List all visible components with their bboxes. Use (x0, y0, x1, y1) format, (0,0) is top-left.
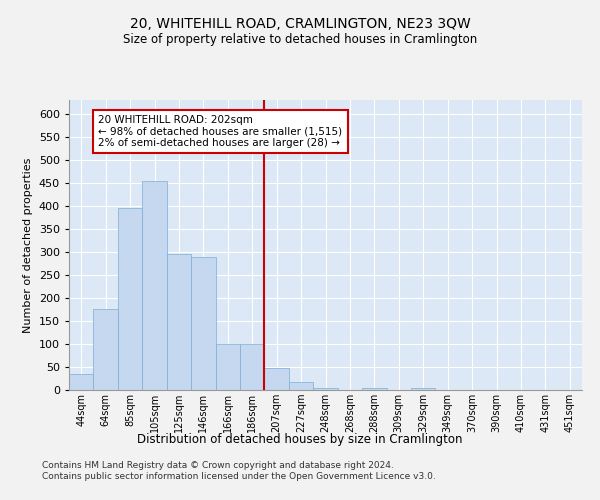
Text: Size of property relative to detached houses in Cramlington: Size of property relative to detached ho… (123, 32, 477, 46)
Text: Contains public sector information licensed under the Open Government Licence v3: Contains public sector information licen… (42, 472, 436, 481)
Bar (69, 374, 94, 390)
Y-axis label: Number of detached properties: Number of detached properties (23, 158, 33, 332)
Bar (240, 344, 265, 390)
Bar (94, 310, 118, 390)
Text: Contains HM Land Registry data © Crown copyright and database right 2024.: Contains HM Land Registry data © Crown c… (42, 460, 394, 469)
Text: Distribution of detached houses by size in Cramlington: Distribution of detached houses by size … (137, 432, 463, 446)
Bar (118, 208, 142, 390)
Bar (362, 388, 386, 390)
Bar (313, 388, 338, 390)
Bar (265, 368, 289, 390)
Bar (411, 388, 436, 390)
Text: 20, WHITEHILL ROAD, CRAMLINGTON, NE23 3QW: 20, WHITEHILL ROAD, CRAMLINGTON, NE23 3Q… (130, 18, 470, 32)
Bar (215, 344, 240, 390)
Bar (289, 382, 313, 390)
Text: 20 WHITEHILL ROAD: 202sqm
← 98% of detached houses are smaller (1,515)
2% of sem: 20 WHITEHILL ROAD: 202sqm ← 98% of detac… (98, 114, 343, 148)
Bar (167, 254, 191, 390)
Bar (142, 180, 167, 390)
Bar (191, 256, 215, 390)
